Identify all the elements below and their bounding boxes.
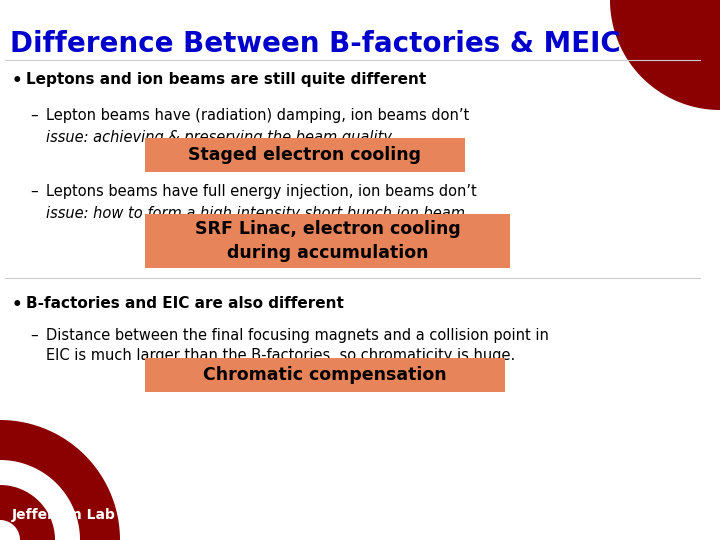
Text: Leptons beams have full energy injection, ion beams don’t: Leptons beams have full energy injection… [46,184,477,199]
Text: Staged electron cooling: Staged electron cooling [189,146,421,164]
Text: Lepton beams have (radiation) damping, ion beams don’t: Lepton beams have (radiation) damping, i… [46,108,469,123]
Text: B-factories and EIC are also different: B-factories and EIC are also different [26,296,344,311]
Text: SRF Linac, electron cooling
during accumulation: SRF Linac, electron cooling during accum… [194,220,460,262]
Text: Jefferson Lab: Jefferson Lab [12,508,116,522]
PathPatch shape [610,0,720,110]
Text: •: • [12,72,22,90]
Text: Leptons and ion beams are still quite different: Leptons and ion beams are still quite di… [26,72,426,87]
Text: EIC is much larger than the B-factories, so chromaticity is huge.: EIC is much larger than the B-factories,… [46,348,516,363]
Text: •: • [12,296,22,314]
PathPatch shape [0,520,20,540]
Text: –: – [30,184,37,199]
PathPatch shape [0,460,80,540]
FancyBboxPatch shape [145,214,510,268]
FancyBboxPatch shape [145,138,465,172]
Text: –: – [30,328,37,343]
PathPatch shape [0,420,120,540]
PathPatch shape [0,485,55,540]
FancyBboxPatch shape [145,358,505,392]
Text: issue: achieving & preserving the beam quality: issue: achieving & preserving the beam q… [46,130,392,145]
Text: issue: how to form a high intensity short bunch ion beam: issue: how to form a high intensity shor… [46,206,465,221]
Text: Distance between the final focusing magnets and a collision point in: Distance between the final focusing magn… [46,328,549,343]
Text: –: – [30,108,37,123]
Text: Chromatic compensation: Chromatic compensation [203,366,447,384]
Text: Difference Between B-factories & MEIC: Difference Between B-factories & MEIC [10,30,621,58]
